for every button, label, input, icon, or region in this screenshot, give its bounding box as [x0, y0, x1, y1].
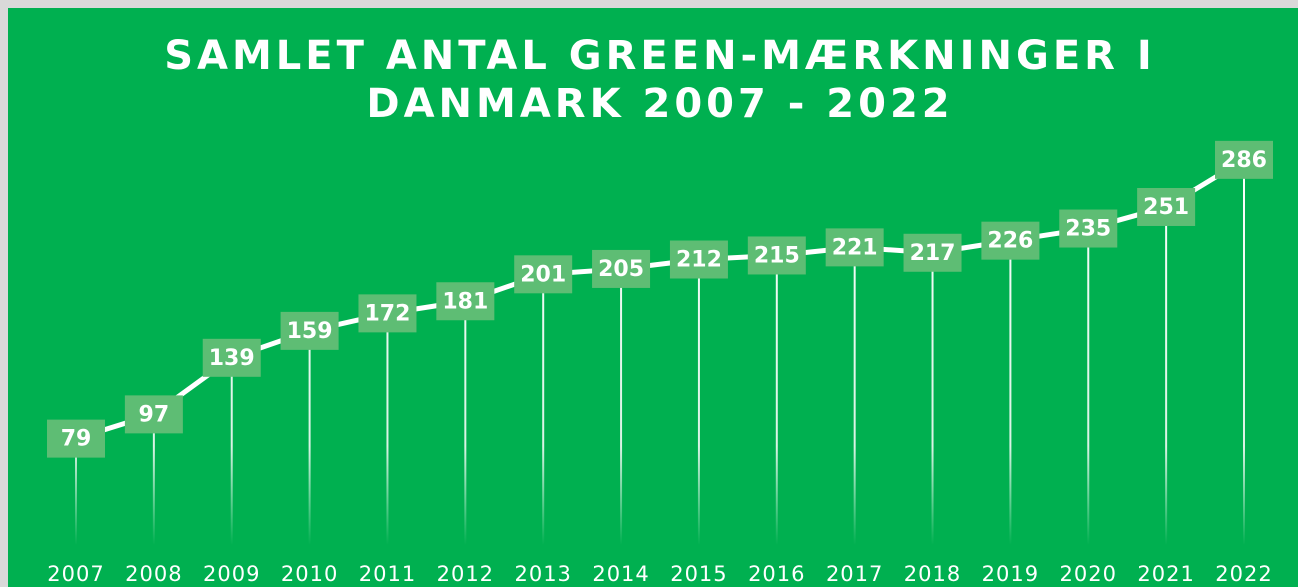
x-tick-label: 2016 [748, 562, 805, 586]
drop-lines [75, 159, 1245, 545]
data-label-box [280, 311, 339, 350]
data-label-box [981, 221, 1040, 260]
x-tick-label: 2019 [982, 562, 1039, 586]
x-tick-label: 2015 [670, 562, 727, 586]
chart-title: SAMLET ANTAL GREEN-MÆRKNINGER I DANMARK … [164, 33, 1156, 127]
data-label-box [202, 338, 261, 377]
x-tick-label: 2008 [125, 562, 182, 586]
x-tick-label: 2012 [437, 562, 494, 586]
data-label: 139 [209, 346, 255, 371]
data-label-box [1059, 209, 1118, 248]
series-line [75, 157, 1246, 442]
data-label-box [669, 240, 728, 279]
x-axis: 2007 2008 2009 2010 2011 2012 2013 2014 2015 2016… [47, 562, 1272, 586]
x-tick-label: 2011 [359, 562, 416, 586]
data-label: 217 [910, 241, 956, 266]
data-label-box [436, 282, 495, 321]
data-label: 159 [287, 319, 333, 344]
data-label: 226 [987, 229, 1033, 254]
x-tick-label: 2022 [1215, 562, 1272, 586]
data-label: 286 [1221, 148, 1267, 173]
data-label-box [124, 395, 183, 434]
x-tick-label: 2007 [47, 562, 104, 586]
data-label-box [1137, 187, 1196, 226]
x-tick-label: 2009 [203, 562, 260, 586]
x-tick-label: 2010 [281, 562, 338, 586]
x-tick-label: 2013 [514, 562, 571, 586]
data-label-box [592, 249, 651, 288]
x-tick-label: 2017 [826, 562, 883, 586]
data-label-box [47, 419, 105, 458]
x-tick-label: 2021 [1137, 562, 1194, 586]
line [75, 157, 1246, 442]
data-label: 97 [139, 402, 170, 427]
data-label-box [747, 236, 806, 275]
x-tick-label: 2020 [1060, 562, 1117, 586]
data-label-box [903, 233, 962, 272]
data-label: 172 [364, 301, 410, 326]
data-label: 181 [442, 289, 488, 314]
data-label: 215 [754, 243, 800, 268]
data-label: 221 [832, 235, 878, 260]
data-label: 79 [61, 427, 92, 452]
data-label-box [514, 255, 573, 294]
plot-background [8, 8, 1298, 587]
data-labels: 79 97 139 159 172 181 201 205 212 215 221 217 226 235… [47, 140, 1273, 458]
data-label: 205 [598, 257, 644, 282]
x-tick-label: 2018 [904, 562, 961, 586]
data-label-box [358, 294, 417, 333]
data-label: 251 [1143, 195, 1189, 220]
data-label: 201 [520, 262, 566, 287]
x-tick-label: 2014 [592, 562, 649, 586]
data-label: 212 [676, 248, 722, 273]
data-label: 235 [1065, 217, 1111, 242]
data-label-box [825, 228, 884, 267]
data-label-box [1215, 140, 1273, 179]
